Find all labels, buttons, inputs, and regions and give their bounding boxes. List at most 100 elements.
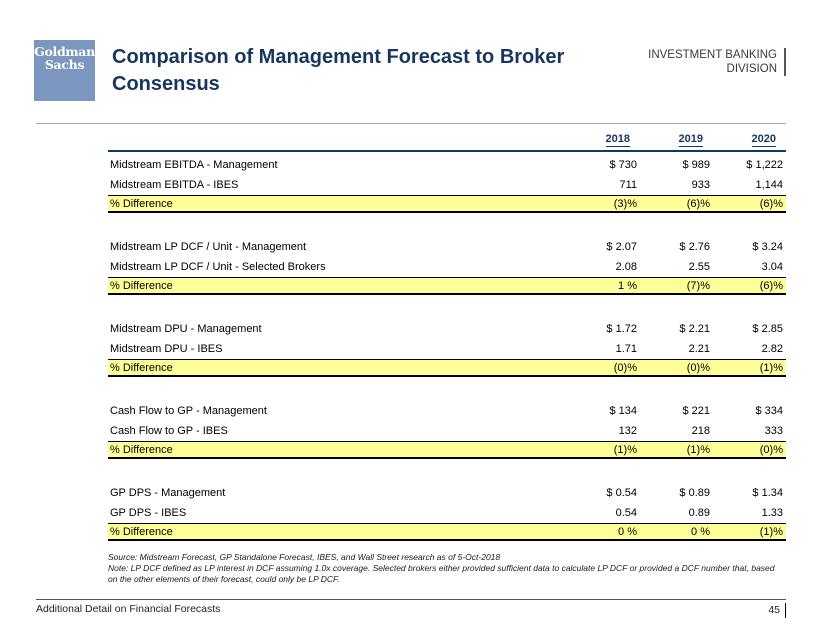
source-note: Source: Midstream Forecast, GP Standalon…	[108, 552, 501, 562]
row-label: % Difference	[110, 361, 173, 374]
division-line-1: INVESTMENT BANKING	[648, 49, 777, 61]
division-label: INVESTMENT BANKING DIVISION	[648, 48, 786, 76]
row-value: $ 134	[609, 404, 637, 417]
page-title: Comparison of Management Forecast to Bro…	[112, 44, 672, 98]
row-value: (1)%	[686, 443, 710, 456]
table-row-management: Midstream LP DCF / Unit - Management $ 2.…	[108, 236, 786, 257]
row-value: 711	[619, 179, 637, 191]
table-row-difference: % Difference 1 % (7)% (6)%	[108, 278, 786, 295]
table-row-management: GP DPS - Management $ 0.54 $ 0.89 $ 1.34	[108, 482, 786, 503]
row-label: % Difference	[110, 279, 173, 292]
logo-line-1: Goldman	[34, 44, 95, 59]
row-value: (0)%	[613, 361, 637, 374]
row-value: $ 0.54	[606, 486, 637, 499]
footer-divider	[36, 599, 786, 600]
table-row-difference: % Difference 0 % 0 % (1)%	[108, 524, 786, 541]
row-value: $ 2.21	[679, 322, 710, 335]
division-line-2: DIVISION	[726, 63, 777, 75]
row-value: $ 730	[609, 158, 637, 171]
row-label: Midstream EBITDA - Management	[110, 158, 278, 171]
table-row-consensus: Midstream LP DCF / Unit - Selected Broke…	[108, 257, 786, 278]
logo-line-2: Sachs	[44, 57, 85, 72]
row-value: $ 221	[682, 404, 710, 417]
row-value: 3.04	[761, 261, 783, 273]
row-label: GP DPS - IBES	[110, 507, 187, 519]
row-value: $ 0.89	[679, 486, 710, 499]
row-value: 218	[691, 425, 710, 437]
table-row-management: Midstream EBITDA - Management $ 730 $ 989 $…	[108, 154, 786, 175]
row-label: Midstream LP DCF / Unit - Selected Broke…	[110, 261, 326, 273]
row-value: 1,144	[755, 179, 783, 191]
row-value: (6)%	[759, 279, 783, 292]
table-row-consensus: GP DPS - IBES 0.54 0.89 1.33	[108, 503, 786, 524]
row-label: % Difference	[110, 525, 173, 538]
table-row-difference: % Difference (3)% (6)% (6)%	[108, 196, 786, 213]
year-header-cell: 2019	[640, 133, 713, 147]
page-title-line-2: Consensus	[112, 73, 220, 95]
page-title-line-1: Comparison of Management Forecast to Bro…	[112, 46, 565, 68]
footer: Additional Detail on Financial Forecasts…	[36, 603, 786, 618]
row-value: (6)%	[759, 197, 783, 210]
year-header-2018: 2018	[605, 133, 630, 147]
row-value: $ 1,222	[746, 158, 783, 171]
year-header-cell: 2020	[713, 133, 786, 147]
row-value: $ 989	[682, 158, 710, 171]
row-value: 2.82	[761, 343, 783, 355]
goldman-sachs-logo: Goldman Sachs	[34, 40, 95, 101]
row-value: 2.55	[688, 261, 710, 273]
row-value: (1)%	[759, 361, 783, 374]
row-value: (0)%	[686, 361, 710, 374]
row-value: 1 %	[618, 279, 637, 292]
row-value: $ 334	[755, 404, 783, 417]
row-value: 0 %	[618, 525, 637, 538]
row-value: $ 2.85	[752, 322, 783, 335]
row-value: $ 1.34	[752, 486, 783, 499]
forecast-comparison-table: 2018 2019 2020 Midstream EBITDA - Manage…	[108, 131, 786, 541]
row-label: % Difference	[110, 443, 173, 456]
row-value: $ 1.72	[606, 322, 637, 335]
row-value: $ 2.07	[606, 240, 637, 253]
row-value: 132	[618, 425, 637, 437]
row-value: 933	[691, 179, 710, 191]
row-label: Midstream DPU - Management	[110, 322, 262, 335]
page-number: 45	[768, 603, 786, 618]
table-row-consensus: Midstream DPU - IBES 1.71 2.21 2.82	[108, 339, 786, 360]
table-row-difference: % Difference (1)% (1)% (0)%	[108, 442, 786, 459]
table-row-management: Midstream DPU - Management $ 1.72 $ 2.21 $ …	[108, 318, 786, 339]
row-value: 0 %	[691, 525, 710, 538]
row-label: Midstream EBITDA - IBES	[110, 179, 239, 191]
table-row-consensus: Midstream EBITDA - IBES 711 933 1,144	[108, 175, 786, 196]
row-value: (1)%	[613, 443, 637, 456]
row-value: 0.89	[688, 507, 710, 519]
row-value: (0)%	[759, 443, 783, 456]
row-value: 0.54	[615, 507, 637, 519]
row-value: 1.33	[761, 507, 783, 519]
row-label: Midstream DPU - IBES	[110, 343, 223, 355]
row-value: $ 2.76	[679, 240, 710, 253]
header-divider	[36, 123, 786, 124]
row-value: 1.71	[615, 343, 637, 355]
row-label: GP DPS - Management	[110, 486, 226, 499]
table-group: Cash Flow to GP - Management $ 134 $ 221 $ …	[108, 400, 786, 459]
row-value: 2.21	[688, 343, 710, 355]
row-label: % Difference	[110, 197, 173, 210]
year-header-2020: 2020	[751, 133, 776, 147]
row-value: (3)%	[613, 197, 637, 210]
table-group: GP DPS - Management $ 0.54 $ 0.89 $ 1.34 GP …	[108, 482, 786, 541]
table-row-difference: % Difference (0)% (0)% (1)%	[108, 360, 786, 377]
table-group: Midstream DPU - Management $ 1.72 $ 2.21 $ …	[108, 318, 786, 377]
row-value: (7)%	[686, 279, 710, 292]
year-header-2019: 2019	[678, 133, 703, 147]
table-group: Midstream EBITDA - Management $ 730 $ 989 $…	[108, 154, 786, 213]
row-value: $ 3.24	[752, 240, 783, 253]
lp-dcf-note: Note: LP DCF defined as LP interest in D…	[108, 563, 775, 584]
year-header-row: 2018 2019 2020	[108, 131, 786, 152]
row-label: Cash Flow to GP - IBES	[110, 425, 228, 437]
footer-section-label: Additional Detail on Financial Forecasts	[36, 603, 221, 615]
row-value: (1)%	[759, 525, 783, 538]
table-group: Midstream LP DCF / Unit - Management $ 2.…	[108, 236, 786, 295]
row-label: Cash Flow to GP - Management	[110, 404, 267, 417]
row-label: Midstream LP DCF / Unit - Management	[110, 240, 307, 253]
table-body: Midstream EBITDA - Management $ 730 $ 989 $…	[108, 154, 786, 541]
table-row-management: Cash Flow to GP - Management $ 134 $ 221 $ …	[108, 400, 786, 421]
